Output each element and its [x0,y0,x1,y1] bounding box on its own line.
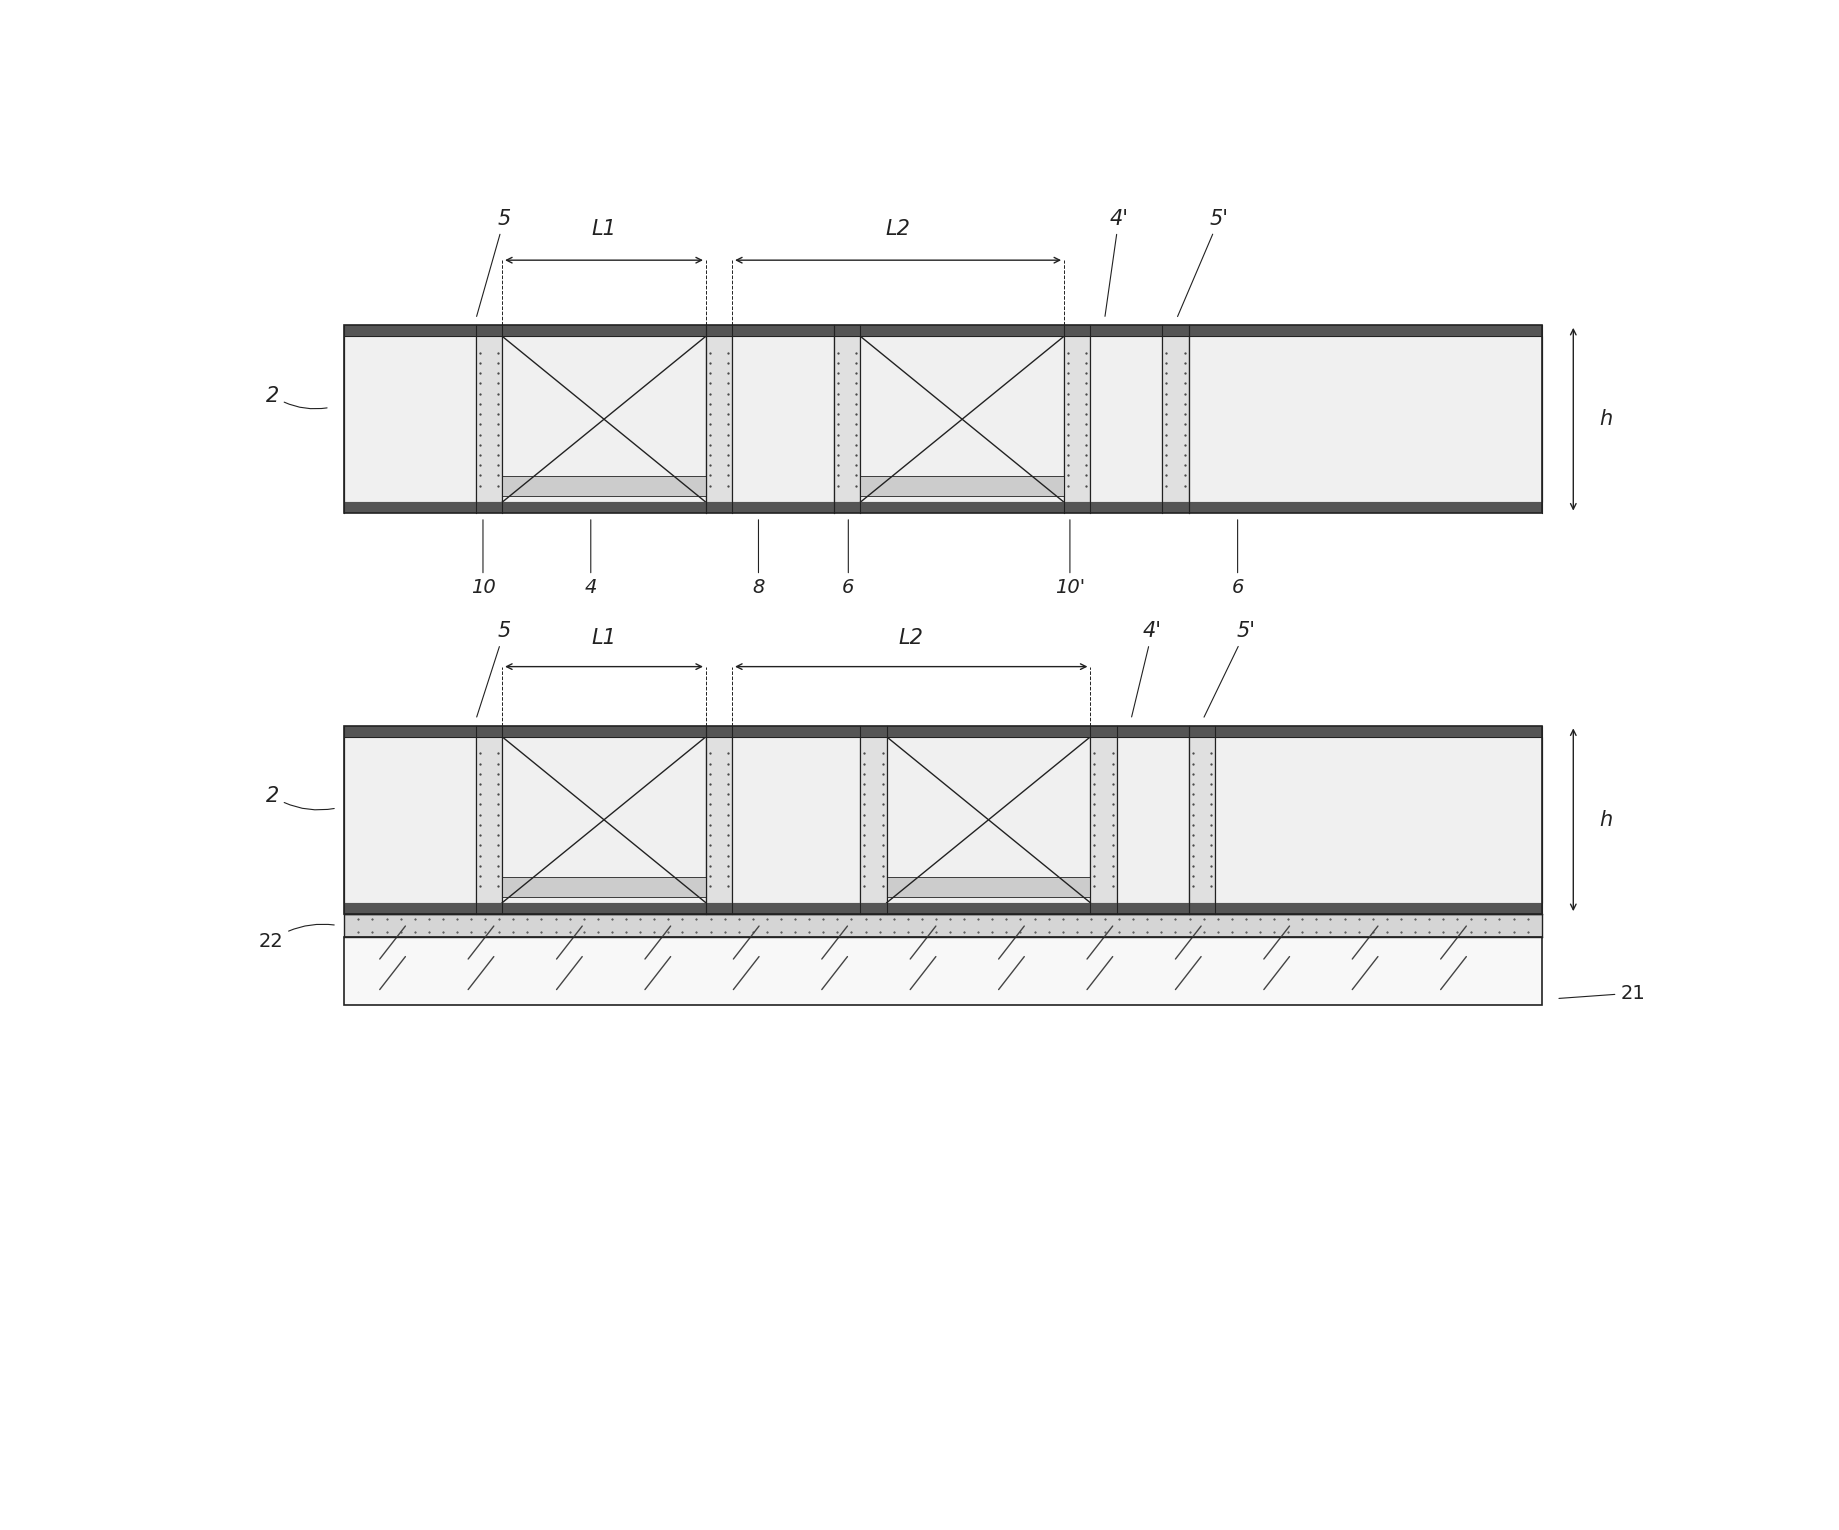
Bar [476,737,502,903]
Bar [732,337,833,502]
Text: h: h [1598,809,1611,829]
Bar [502,337,706,502]
Bar [1063,337,1091,502]
Bar [344,502,1541,514]
Bar [1091,737,1116,903]
Text: 5': 5' [1177,208,1228,317]
Bar [861,737,886,903]
Bar [886,877,1091,897]
Text: 22: 22 [257,924,335,950]
Bar [476,337,502,502]
Bar [1162,337,1188,502]
Bar [833,337,861,502]
Text: h: h [1598,409,1611,430]
Bar [1091,337,1162,502]
Text: 4: 4 [585,520,596,597]
Text: 2: 2 [265,786,335,809]
Text: L1: L1 [592,627,616,647]
Bar [344,737,476,903]
Bar [861,476,1063,496]
Bar [344,725,1541,913]
Bar [344,913,1541,936]
Text: 6: 6 [842,520,853,597]
Text: 4': 4' [1105,208,1127,317]
Text: 5: 5 [476,208,511,317]
Text: 21: 21 [1558,984,1644,1002]
Bar [706,337,732,502]
Bar [344,725,1541,737]
Bar [344,903,1541,913]
Bar [1188,337,1541,502]
Bar [706,737,732,903]
Text: 10': 10' [1054,520,1085,597]
Text: 10: 10 [471,520,495,597]
Bar [344,324,1541,514]
Text: L2: L2 [885,219,910,239]
Bar [861,337,1063,502]
Bar [502,877,706,897]
Text: 4': 4' [1131,621,1160,718]
Text: 2: 2 [265,386,327,409]
Bar [344,337,476,502]
Text: L1: L1 [592,219,616,239]
Bar [1214,737,1541,903]
Bar [1116,737,1188,903]
Text: e: e [1186,499,1197,517]
Bar [1188,737,1214,903]
Text: 5: 5 [476,621,511,718]
Text: 5': 5' [1203,621,1254,718]
Bar [886,737,1091,903]
Text: 8: 8 [752,520,765,597]
Bar [732,737,861,903]
Bar [344,936,1541,1005]
Bar [502,476,706,496]
Bar [344,324,1541,337]
Bar [502,737,706,903]
Text: L2: L2 [897,627,923,647]
Text: 6: 6 [1230,520,1243,597]
